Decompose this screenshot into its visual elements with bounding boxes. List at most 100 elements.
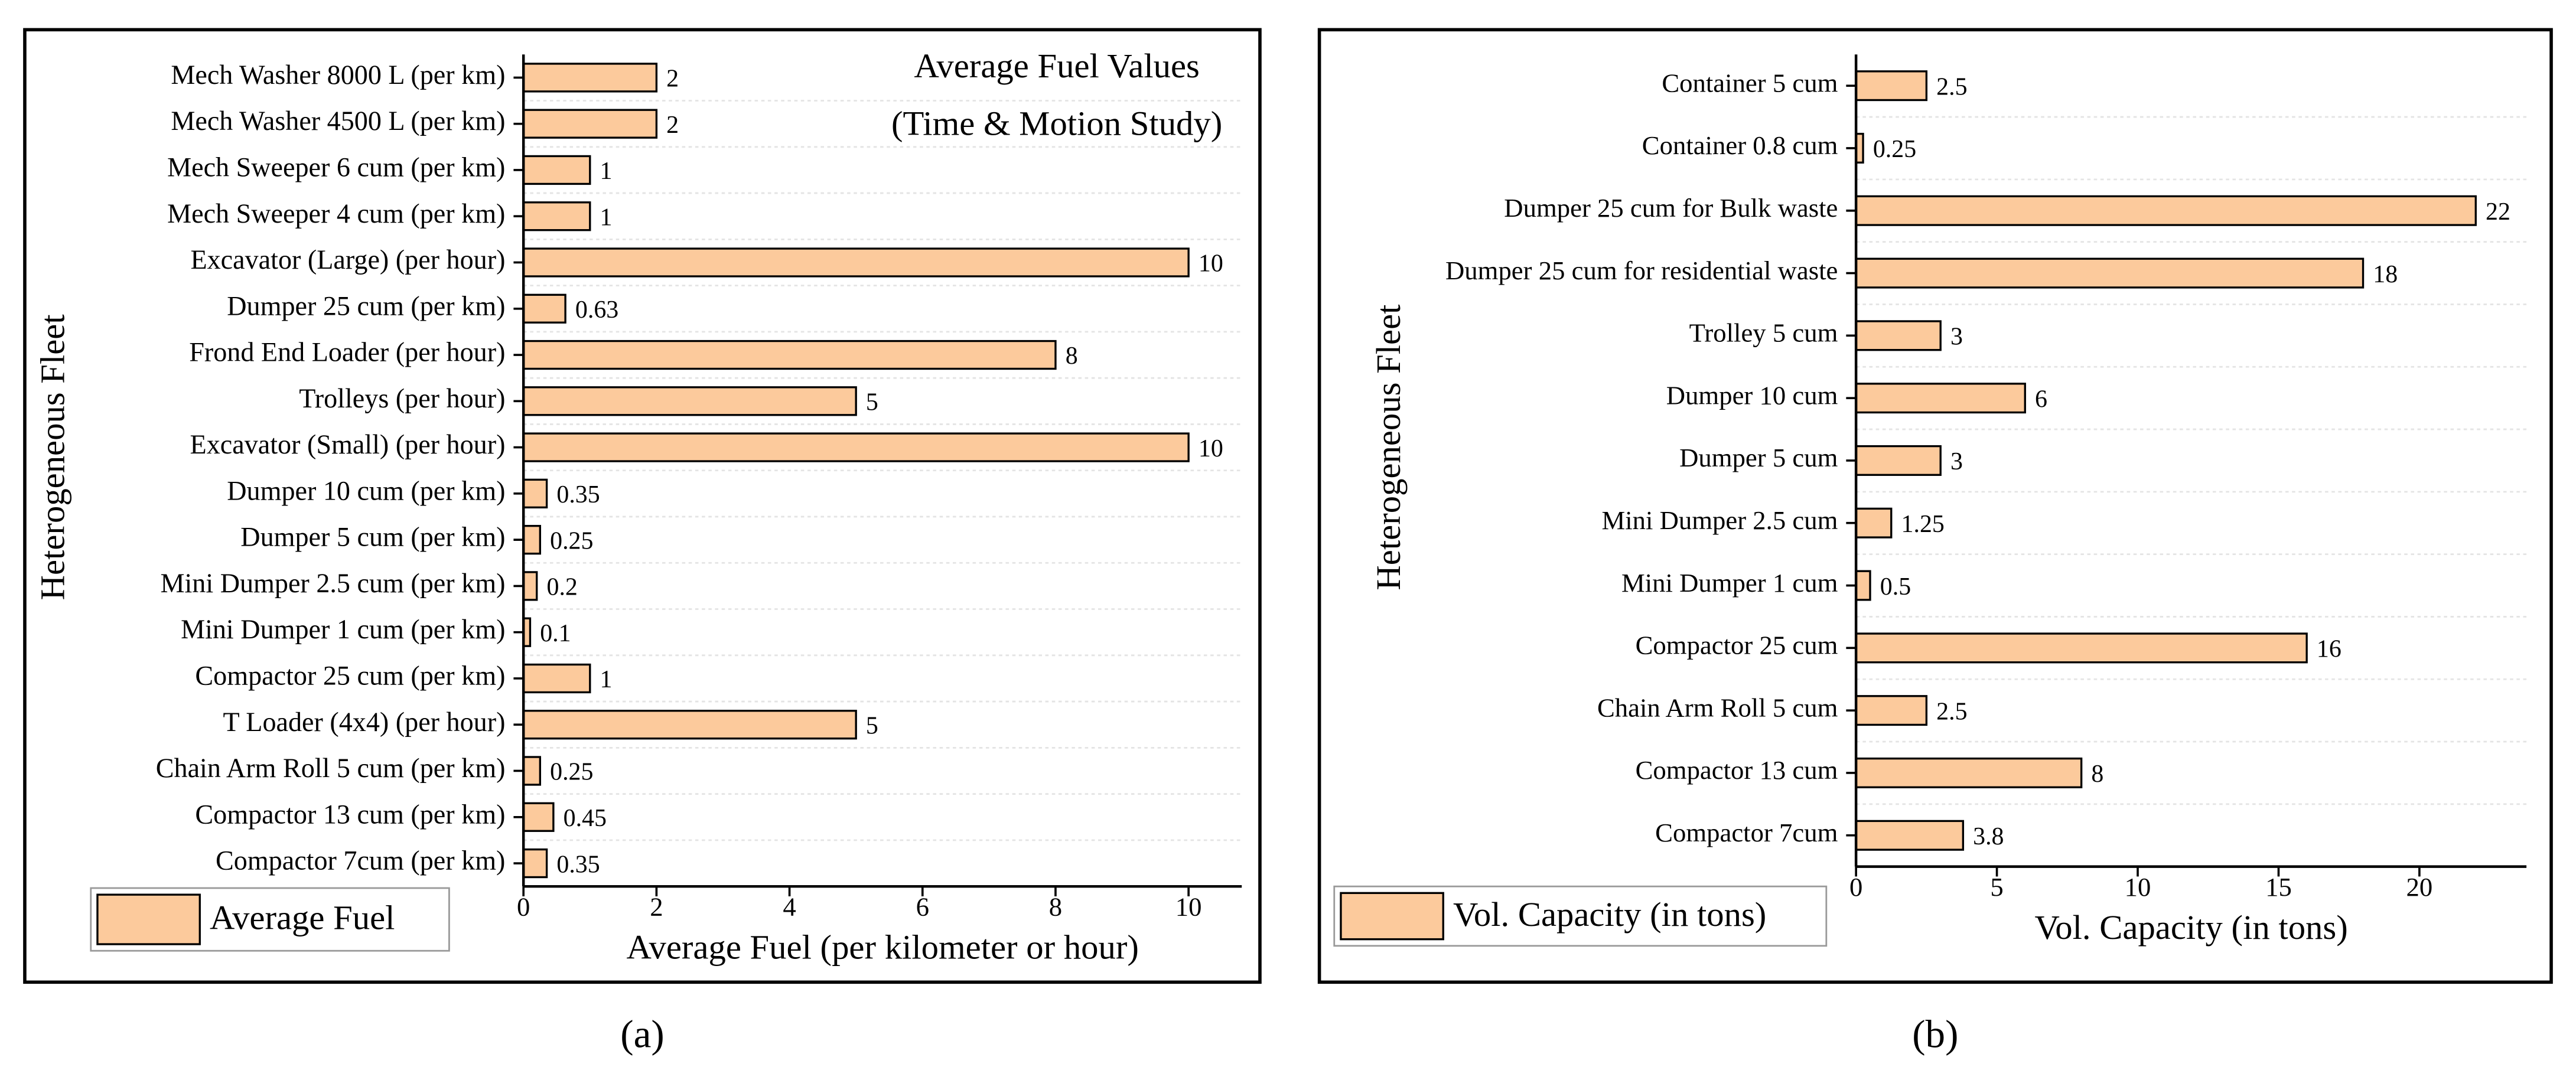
- y-tick-label: Excavator (Small) (per hour): [190, 429, 506, 459]
- value-label: 0.5: [1880, 573, 1911, 601]
- y-tick-label: Mini Dumper 2.5 cum: [1601, 505, 1838, 535]
- y-tick-label: Mini Dumper 1 cum: [1621, 568, 1838, 598]
- legend-swatch: [1340, 892, 1444, 941]
- value-label: 10: [1199, 435, 1223, 462]
- value-label: 2.5: [1936, 73, 1967, 100]
- y-tick-label: Compactor 7cum (per km): [216, 846, 505, 876]
- value-label: 3: [1950, 324, 1963, 351]
- y-tick-label: T Loader (4x4) (per hour): [223, 707, 505, 737]
- bar: [522, 432, 1190, 462]
- y-tick-label: Trolley 5 cum: [1689, 318, 1838, 348]
- chart-title: Average Fuel Values: [914, 47, 1199, 85]
- value-label: 22: [2486, 198, 2510, 226]
- bar: [1855, 570, 1871, 601]
- x-axis-title: Average Fuel (per kilometer or hour): [626, 928, 1138, 967]
- y-tick-label: Container 0.8 cum: [1642, 130, 1838, 160]
- value-label: 3: [1950, 448, 1963, 475]
- y-tick-label: Container 5 cum: [1662, 68, 1838, 97]
- x-tick-label: 6: [916, 892, 929, 922]
- bar: [522, 802, 555, 832]
- y-tick-label: Dumper 10 cum (per km): [227, 475, 505, 505]
- x-tick-label: 0: [1849, 872, 1862, 902]
- value-label: 2: [666, 66, 679, 93]
- legend-swatch: [96, 893, 201, 945]
- bar: [522, 386, 857, 416]
- y-tick-label: Dumper 25 cum (per km): [227, 291, 505, 321]
- x-axis-title: Vol. Capacity (in tons): [2034, 908, 2347, 947]
- y-tick-label: Mech Washer 4500 L (per km): [171, 106, 505, 136]
- y-tick-label: Chain Arm Roll 5 cum (per km): [156, 753, 506, 783]
- value-label: 0.63: [575, 296, 618, 324]
- bar: [522, 293, 566, 324]
- bar: [1855, 320, 1942, 351]
- y-tick-label: Dumper 5 cum: [1679, 443, 1838, 472]
- legend-label: Average Fuel: [210, 898, 395, 937]
- value-label: 1: [600, 158, 613, 185]
- y-tick-label: Dumper 5 cum (per km): [240, 522, 505, 552]
- x-tick-label: 4: [783, 892, 796, 922]
- bar: [522, 710, 857, 740]
- x-tick-label: 10: [2125, 872, 2151, 902]
- value-label: 16: [2317, 636, 2341, 663]
- y-tick-label: Compactor 13 cum: [1636, 755, 1838, 785]
- value-label: 8: [2091, 761, 2103, 788]
- y-tick-label: Compactor 25 cum (per km): [195, 661, 505, 691]
- bar: [522, 756, 542, 786]
- x-tick-label: 10: [1175, 892, 1202, 922]
- value-label: 0.2: [546, 574, 577, 601]
- bar: [1855, 820, 1965, 851]
- value-label: 1.25: [1901, 511, 1945, 538]
- panel-label: (b): [1912, 1012, 1958, 1056]
- bar: [1855, 445, 1942, 476]
- value-label: 6: [2035, 386, 2047, 413]
- bar: [522, 201, 591, 231]
- bar: [1855, 257, 2365, 289]
- panel-frame: [23, 28, 1262, 984]
- chart-subtitle: (Time & Motion Study): [891, 105, 1222, 143]
- value-label: 10: [1199, 250, 1223, 278]
- bar: [522, 663, 591, 694]
- bar: [522, 340, 1057, 370]
- bar: [1855, 507, 1893, 539]
- value-label: 0.25: [550, 759, 593, 786]
- bar: [1855, 195, 2477, 226]
- value-label: 2.5: [1936, 698, 1967, 725]
- y-tick-label: Compactor 25 cum: [1636, 631, 1838, 660]
- value-label: 0.25: [550, 527, 593, 554]
- value-label: 5: [866, 712, 878, 739]
- bar: [1855, 70, 1928, 102]
- value-label: 0.1: [540, 620, 571, 647]
- value-label: 8: [1066, 342, 1078, 370]
- panel-frame: [1317, 28, 2553, 984]
- bar: [1855, 695, 1928, 726]
- value-label: 1: [600, 666, 613, 693]
- y-tick-label: Dumper 25 cum for residential waste: [1445, 256, 1838, 285]
- y-tick-label: Frond End Loader (per hour): [189, 337, 505, 367]
- value-label: 18: [2373, 261, 2398, 288]
- value-label: 0.45: [564, 805, 607, 832]
- bar: [522, 848, 548, 879]
- value-label: 0.35: [556, 851, 600, 878]
- legend-label: Vol. Capacity (in tons): [1453, 895, 1766, 934]
- x-tick-label: 0: [517, 892, 530, 922]
- bar: [1855, 757, 2083, 788]
- y-tick-label: Dumper 10 cum: [1666, 380, 1838, 410]
- value-label: 0.25: [1873, 136, 1916, 163]
- x-tick-label: 8: [1049, 892, 1062, 922]
- y-tick-label: Chain Arm Roll 5 cum: [1597, 693, 1838, 722]
- y-tick-label: Mini Dumper 2.5 cum (per km): [161, 568, 506, 598]
- x-tick-label: 2: [650, 892, 663, 922]
- bar: [522, 571, 538, 601]
- y-tick-label: Mech Sweeper 4 cum (per km): [167, 198, 505, 229]
- bar: [1855, 383, 2026, 414]
- y-tick-label: Compactor 13 cum (per km): [195, 799, 505, 829]
- y-tick-label: Mech Sweeper 6 cum (per km): [167, 152, 505, 182]
- x-tick-label: 5: [1990, 872, 2003, 902]
- bar: [522, 524, 542, 555]
- bar: [522, 247, 1190, 278]
- bar: [522, 155, 591, 185]
- panel-label: (a): [620, 1012, 664, 1056]
- bar: [522, 63, 658, 93]
- value-label: 0.35: [556, 481, 600, 508]
- y-axis-title: Heterogeneous Fleet: [34, 314, 72, 600]
